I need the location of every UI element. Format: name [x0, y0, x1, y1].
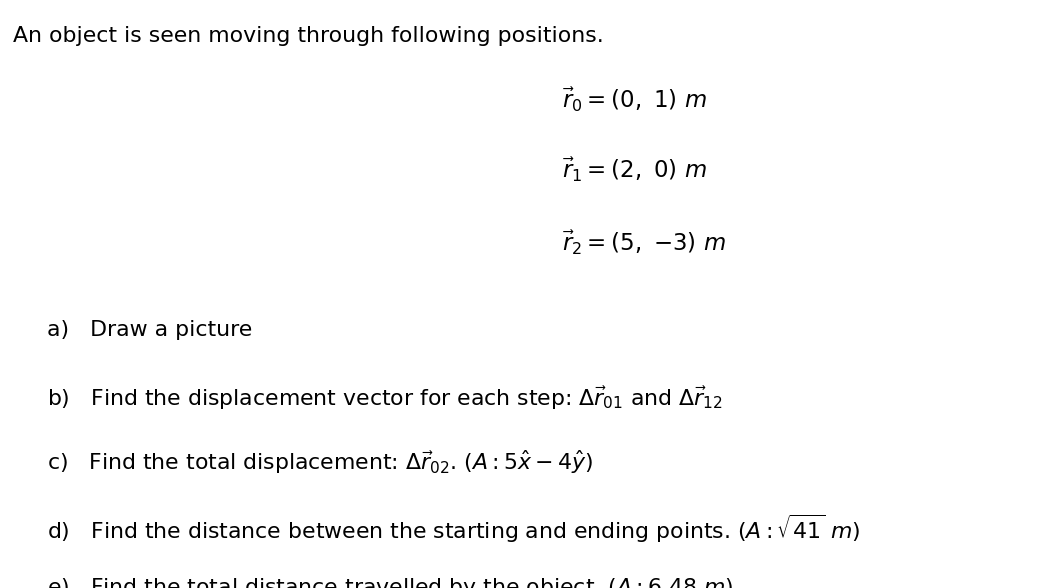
- Text: $\vec{r}_2 = (5,\ {-}3)\ m$: $\vec{r}_2 = (5,\ {-}3)\ m$: [562, 228, 726, 256]
- Text: $\vec{r}_1 = (2,\ 0)\ m$: $\vec{r}_1 = (2,\ 0)\ m$: [562, 156, 707, 184]
- Text: An object is seen moving through following positions.: An object is seen moving through followi…: [13, 26, 604, 46]
- Text: a)   Draw a picture: a) Draw a picture: [47, 320, 252, 340]
- Text: $\vec{r}_0 = (0,\ 1)\ m$: $\vec{r}_0 = (0,\ 1)\ m$: [562, 85, 707, 113]
- Text: e)   Find the total distance travelled by the object. $(A: 6.48\ m)$: e) Find the total distance travelled by …: [47, 576, 734, 588]
- Text: b)   Find the displacement vector for each step: $\Delta\vec{r}_{01}$ and $\Delt: b) Find the displacement vector for each…: [47, 385, 723, 412]
- Text: d)   Find the distance between the starting and ending points. $(A: \sqrt{41}\ m: d) Find the distance between the startin…: [47, 513, 861, 545]
- Text: c)   Find the total displacement: $\Delta\vec{r}_{02}$. $(A: 5\hat{x} - 4\hat{y}: c) Find the total displacement: $\Delta\…: [47, 449, 593, 476]
